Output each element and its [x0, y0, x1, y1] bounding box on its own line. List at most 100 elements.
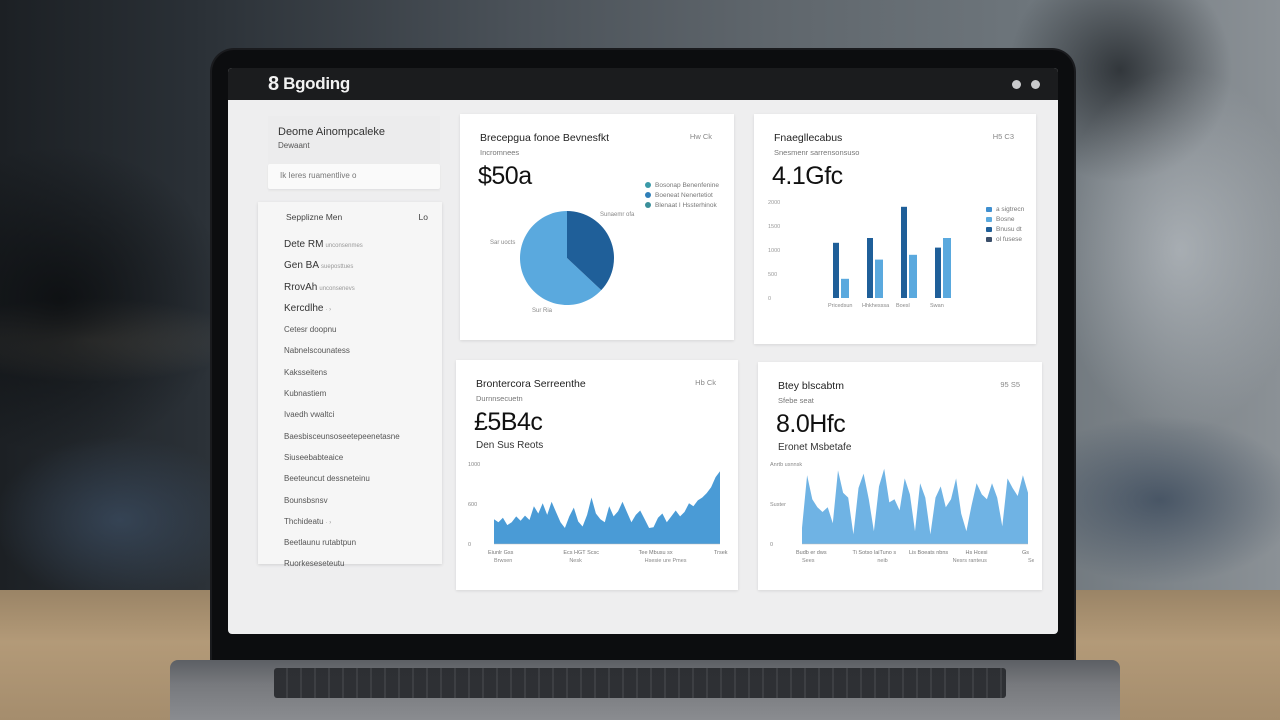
- sidebar-item[interactable]: Gen BA sueposttues: [284, 255, 400, 276]
- svg-text:1000: 1000: [468, 462, 480, 468]
- sidebar-item[interactable]: Beetlaunu rutabtpun: [284, 532, 400, 553]
- svg-text:Pricedsun: Pricedsun: [828, 303, 852, 309]
- sidebar-item[interactable]: Kubnastiem: [284, 383, 400, 404]
- sidebar-item[interactable]: Kaksseitens: [284, 362, 400, 383]
- card-menu[interactable]: Hb Ck: [695, 378, 716, 387]
- card-value: $50a: [478, 162, 532, 190]
- bar[interactable]: [867, 238, 873, 298]
- legend-item[interactable]: ol fusese: [986, 234, 1024, 244]
- svg-text:Trsek: Trsek: [714, 550, 728, 556]
- sidebar-item[interactable]: Ruorkeseseteutu: [284, 553, 400, 574]
- card-title: Brontercora Serreenthe: [476, 378, 586, 390]
- bar[interactable]: [841, 278, 849, 298]
- svg-text:1500: 1500: [768, 224, 780, 230]
- svg-text:0: 0: [770, 542, 773, 548]
- sidebar-item[interactable]: Siuseebabteaice: [284, 447, 400, 468]
- sidebar-item-label: Beetlaunu rutabtpun: [284, 538, 357, 548]
- card-value: 4.1Gfc: [772, 162, 843, 190]
- legend-label: ol fusese: [996, 235, 1023, 243]
- card-title: Fnaegllecabus: [774, 132, 843, 144]
- svg-text:Sur Ria: Sur Ria: [532, 308, 553, 314]
- bar-chart: 2000 1500 1000 500 0 Pricedsun Hhkhesssa Boesl S…: [768, 200, 951, 309]
- legend-swatch-icon: [986, 216, 992, 222]
- sidebar-item[interactable]: Dete RM unconsenmes: [284, 234, 400, 255]
- settings-icon[interactable]: [1012, 79, 1021, 89]
- card-caption: Den Sus Reots: [476, 440, 544, 451]
- card-menu[interactable]: Hw Ck: [689, 132, 712, 141]
- legend-item[interactable]: Bosonap Benenfenine: [645, 180, 719, 190]
- sidebar-item[interactable]: Thchideatu · ›: [284, 511, 400, 532]
- legend-item[interactable]: a sigtrecn: [986, 204, 1024, 214]
- legend-item[interactable]: Bnusu dt: [986, 224, 1024, 234]
- svg-text:Boesl: Boesl: [896, 303, 910, 309]
- svg-text:Hsesie ure Pmes: Hsesie ure Pmes: [645, 558, 687, 564]
- legend-item[interactable]: Bosne: [986, 214, 1024, 224]
- card-title: Brecepgua fonoe Bevnesfkt: [480, 132, 610, 144]
- bar[interactable]: [943, 238, 951, 298]
- sidebar-search-input[interactable]: Ik Ieres ruamentlive o: [268, 164, 440, 189]
- bar[interactable]: [935, 247, 941, 298]
- sidebar-item-label: Kaksseitens: [284, 367, 328, 377]
- svg-text:Hhkhesssa: Hhkhesssa: [862, 303, 890, 309]
- app-title: Bgoding: [283, 74, 350, 93]
- pie-legend: Bosonap Benenfenine Boeneat Nenertetiot Bl…: [645, 180, 719, 210]
- sidebar-item[interactable]: Baesbisceunsoseetepeenetasne: [284, 426, 400, 447]
- sidebar-item[interactable]: RrovAh unconsenevs: [284, 277, 400, 298]
- sidebar-nav: Sepplizne Men Lo Dete RM unconsenmes Gen B…: [258, 202, 442, 568]
- legend-item[interactable]: Boeneat Nenertetiot: [645, 190, 719, 200]
- card-menu[interactable]: H5 C3: [992, 132, 1014, 141]
- card-caption: Eronet Msbetafe: [778, 442, 852, 453]
- sidebar-item-label: Nabnelscounatess: [284, 346, 350, 356]
- card-menu[interactable]: 95 S5: [1000, 380, 1020, 389]
- sidebar-item-label: Kercdlhe: [284, 302, 324, 314]
- bar[interactable]: [875, 259, 883, 298]
- sidebar-item-label: Dete RM: [284, 239, 324, 250]
- brand[interactable]: 8 Bgoding: [268, 73, 350, 96]
- app-topbar: 8 Bgoding: [228, 68, 1058, 100]
- area-chart-2: Anrtb usnnsk Suster 0 Budb er dws Ti Sotso l…: [770, 462, 1034, 564]
- sidebar-item[interactable]: Ivaedh vwaltci: [284, 404, 400, 425]
- sidebar-item[interactable]: Bounsbsnsv: [284, 490, 400, 511]
- sidebar-item[interactable]: Beeteuncut dessneteinu: [284, 468, 400, 489]
- bar[interactable]: [909, 254, 917, 298]
- user-icon[interactable]: [1031, 79, 1040, 89]
- pie-slice[interactable]: [520, 211, 602, 305]
- card-bars: Fnaegllecabus Snesmenr sarrensonsuso 4.1…: [754, 114, 1036, 344]
- legend-label: Blenaat I Hssterhinok: [655, 201, 717, 209]
- legend-label: Boeneat Nenertetiot: [655, 191, 713, 199]
- sidebar-item[interactable]: Cetesr doopnu: [284, 319, 400, 340]
- sidebar-item[interactable]: Nabnelscounatess: [284, 340, 400, 361]
- sidebar-item-suffix: unconsenmes: [325, 243, 363, 249]
- card-subtitle: Snesmenr sarrensonsuso: [774, 148, 860, 157]
- card-value: £5B4c: [474, 408, 543, 436]
- sidebar-item-label: Beeteuncut dessneteinu: [284, 474, 370, 484]
- area-series[interactable]: [494, 471, 720, 544]
- sidebar-item-label: Thchideatu: [284, 516, 324, 526]
- pie-slice[interactable]: [567, 211, 614, 291]
- sidebar-title: Deome Ainompcaleke: [278, 126, 386, 138]
- bar-legend: a sigtrecn Bosne Bnusu dt ol fusese: [986, 204, 1024, 244]
- sidebar-item-suffix: · ›: [325, 306, 332, 313]
- card-subtitle: Sfebe seat: [778, 396, 814, 405]
- svg-text:Nesk: Nesk: [569, 558, 582, 564]
- bar[interactable]: [833, 242, 839, 298]
- sidebar-item-label: Baesbisceunsoseetepeenetasne: [284, 431, 400, 441]
- brand-logo: 8: [268, 72, 280, 95]
- svg-text:Budb er dws: Budb er dws: [796, 550, 827, 556]
- sidebar-header: Deome Ainompcaleke Dewaant Ik Ieres ruam…: [268, 116, 440, 192]
- legend-label: Bosne: [996, 215, 1015, 223]
- svg-text:Sees: Sees: [802, 558, 815, 564]
- legend-item[interactable]: Blenaat I Hssterhinok: [645, 200, 719, 210]
- svg-text:Ses: Ses: [1028, 558, 1034, 564]
- svg-text:Sar uocts: Sar uocts: [490, 240, 515, 246]
- sidebar-item-label: RrovAh: [284, 281, 318, 293]
- bar[interactable]: [901, 206, 907, 298]
- sidebar-item[interactable]: Kercdlhe · ›: [284, 298, 400, 319]
- svg-text:Tee Mbusu sx: Tee Mbusu sx: [639, 550, 673, 556]
- area-series[interactable]: [802, 468, 1028, 544]
- nav-list: Dete RM unconsenmes Gen BA sueposttues RrovA…: [284, 234, 400, 575]
- sidebar-item-label: Kubnastiem: [284, 389, 327, 399]
- legend-swatch-icon: [645, 182, 651, 188]
- sidebar-item-suffix: unconsenevs: [319, 285, 355, 292]
- legend-swatch-icon: [645, 202, 651, 208]
